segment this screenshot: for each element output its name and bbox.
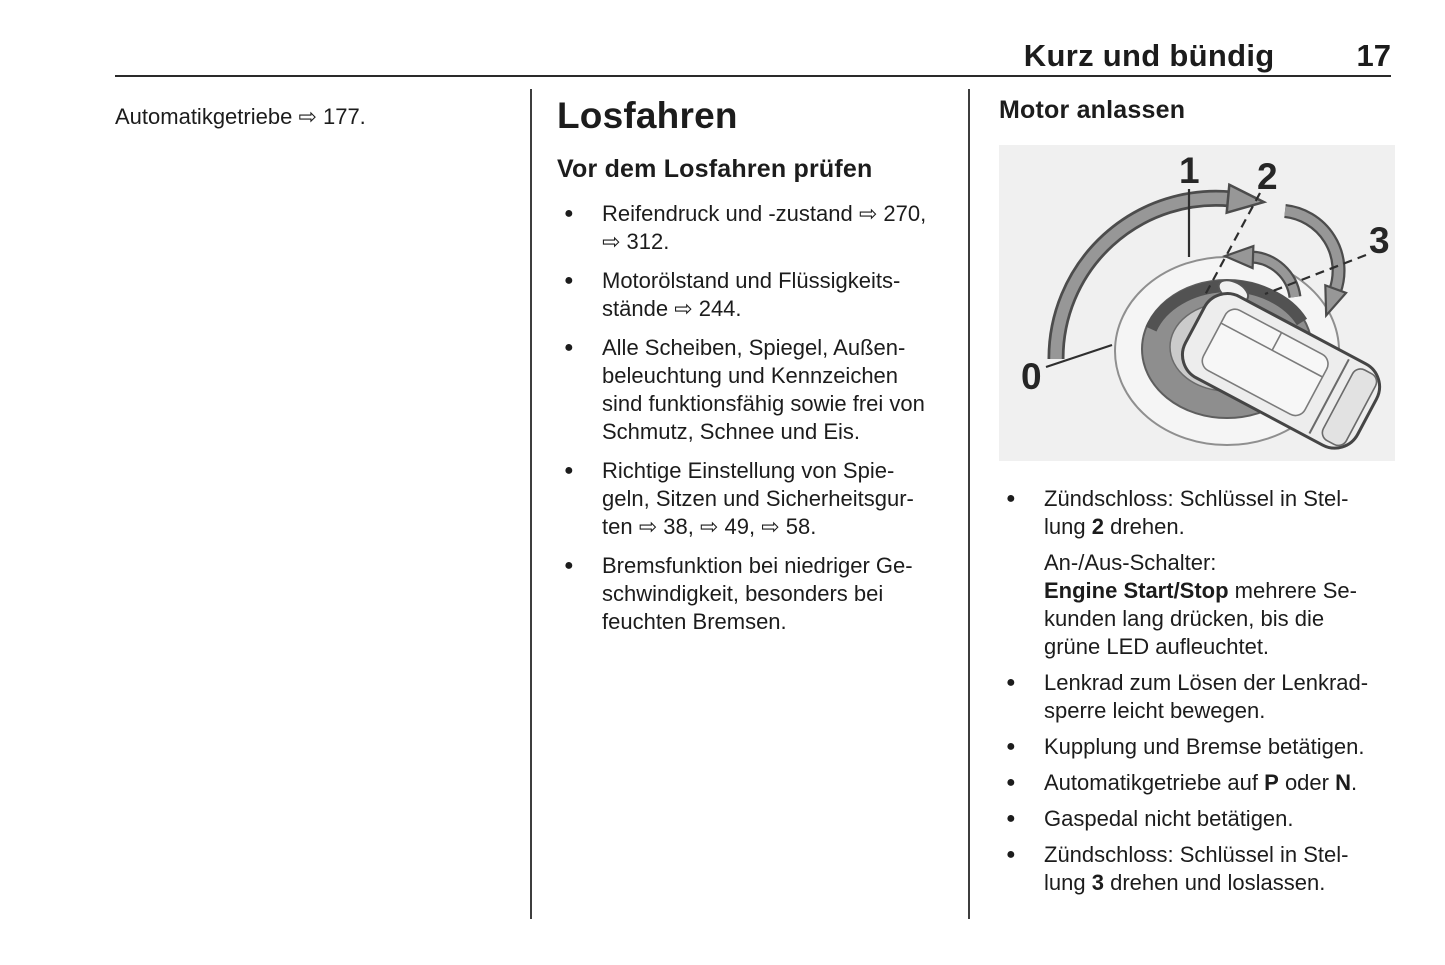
page-number: 17 <box>1356 38 1391 73</box>
column-divider-right <box>968 89 970 919</box>
list-item: ● Bremsfunktion bei niedriger Ge- schwin… <box>557 552 949 636</box>
list-item-text: Alle Scheiben, Spiegel, Außen- beleuchtu… <box>602 335 925 444</box>
bullet-marker: ● <box>564 339 574 356</box>
list-item: ● Richtige Einstellung von Spie- geln, S… <box>557 457 949 541</box>
bullet-marker: ● <box>564 557 574 574</box>
bullet-marker: ● <box>1006 810 1016 827</box>
list-item-continuation: An-/Aus-Schalter: Engine Start/Stop mehr… <box>999 549 1395 661</box>
spring-back-arrow <box>1222 244 1302 299</box>
list-item-text: Zündschloss: Schlüssel in Stel- lung 3 d… <box>1044 842 1349 895</box>
bullet-marker: ● <box>1006 738 1016 755</box>
page-header: Kurz und bündig 17 <box>115 38 1391 74</box>
figure-label-position-1: 1 <box>1179 150 1200 191</box>
list-item: ● Zündschloss: Schlüssel in Stel- lung 2… <box>999 485 1395 541</box>
list-item-text: Richtige Einstellung von Spie- geln, Sit… <box>602 458 914 539</box>
bullet-marker: ● <box>564 272 574 289</box>
key-fob <box>1181 279 1382 450</box>
right-column: Motor anlassen <box>999 96 1395 905</box>
bullet-marker: ● <box>1006 774 1016 791</box>
list-item-text: Zündschloss: Schlüssel in Stel- lung 2 d… <box>1044 486 1349 539</box>
ignition-switch-figure: 0 1 2 3 <box>999 145 1395 461</box>
ignition-switch-illustration: 0 1 2 3 <box>999 145 1395 461</box>
list-item: ● Reifendruck und -zustand ⇨ 270, ⇨ 312. <box>557 200 949 256</box>
rotation-arc-large <box>1047 182 1268 360</box>
list-item-text: Kupplung und Bremse betätigen. <box>1044 734 1365 759</box>
bullet-marker: ● <box>1006 490 1016 507</box>
page-header-title: Kurz und bündig <box>1023 38 1275 73</box>
rotation-arc-start <box>1283 204 1348 319</box>
figure-label-position-3: 3 <box>1369 220 1390 261</box>
list-item-text: Motorölstand und Flüssigkeits- stände ⇨ … <box>602 268 901 321</box>
list-item: ● Automatikgetriebe auf P oder N. <box>999 769 1395 797</box>
bullet-marker: ● <box>564 205 574 222</box>
list-item-text: Bremsfunktion bei niedriger Ge- schwindi… <box>602 553 913 634</box>
list-item: ● Motorölstand und Flüssigkeits- stände … <box>557 267 949 323</box>
bullet-marker: ● <box>1006 846 1016 863</box>
pre-drive-checklist: ● Reifendruck und -zustand ⇨ 270, ⇨ 312.… <box>557 200 949 636</box>
section-heading-motor-anlassen: Motor anlassen <box>999 96 1186 124</box>
header-rule <box>115 75 1391 77</box>
leader-line-2 <box>1204 192 1261 296</box>
list-item-text: Gaspedal nicht betätigen. <box>1044 806 1294 831</box>
list-item: ● Gaspedal nicht betätigen. <box>999 805 1395 833</box>
leader-line-3 <box>1264 253 1367 296</box>
cross-reference-automatic-transmission: Automatikgetriebe ⇨ 177. <box>115 104 366 129</box>
bullet-marker: ● <box>564 462 574 479</box>
list-item: ● Alle Scheiben, Spiegel, Außen- beleuch… <box>557 334 949 446</box>
list-item: ● Zündschloss: Schlüssel in Stel- lung 3… <box>999 841 1395 897</box>
bullet-marker: ● <box>1006 674 1016 691</box>
section-heading-losfahren: Losfahren <box>557 95 738 136</box>
figure-label-position-0: 0 <box>1021 356 1042 397</box>
list-item-text: Lenkrad zum Lösen der Lenkrad- sperre le… <box>1044 670 1369 723</box>
middle-column: Losfahren Vor dem Losfahren prüfen ● Rei… <box>557 96 949 647</box>
list-item-text: Reifendruck und -zustand ⇨ 270, ⇨ 312. <box>602 201 927 254</box>
list-item-text: An-/Aus-Schalter: Engine Start/Stop mehr… <box>1044 550 1357 659</box>
column-divider-left <box>530 89 532 919</box>
figure-label-position-2: 2 <box>1257 156 1278 197</box>
list-item: ● Lenkrad zum Lösen der Lenkrad- sperre … <box>999 669 1395 725</box>
left-column: Automatikgetriebe ⇨ 177. <box>115 96 507 131</box>
list-item: ● Kupplung und Bremse betätigen. <box>999 733 1395 761</box>
list-item-text: Automatikgetriebe auf P oder N. <box>1044 770 1358 795</box>
leader-line-0 <box>1045 343 1113 369</box>
subheading-vor-dem-losfahren-pruefen: Vor dem Losfahren prüfen <box>557 155 873 183</box>
engine-start-checklist: ● Zündschloss: Schlüssel in Stel- lung 2… <box>999 485 1395 897</box>
